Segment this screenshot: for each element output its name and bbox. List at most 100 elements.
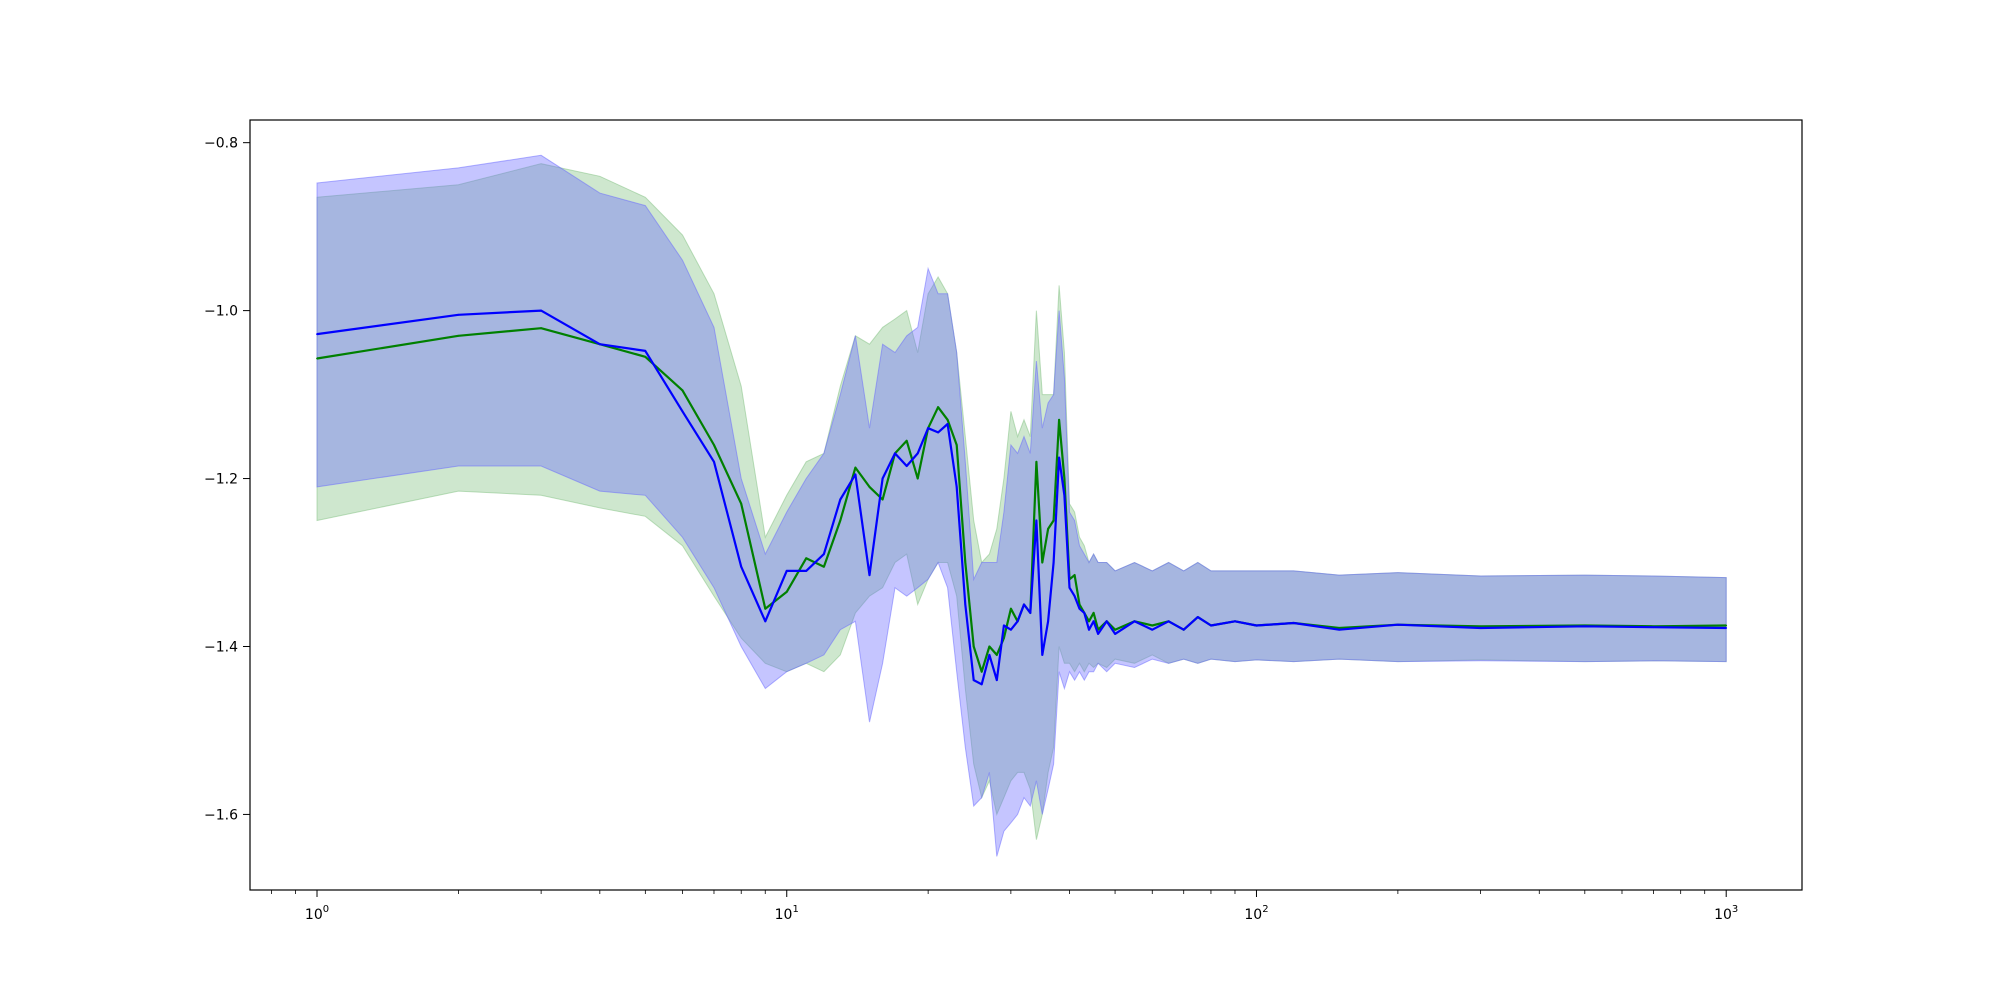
series-0-point <box>540 327 542 330</box>
series-0-point <box>868 486 871 488</box>
series-1-point <box>1151 628 1154 631</box>
series-1-point <box>964 603 967 606</box>
series-0-point <box>1041 561 1044 564</box>
series-1-point <box>1479 627 1482 629</box>
x-axis-ticks: 100 101 102 103 <box>271 890 1738 923</box>
series-1-point <box>1058 456 1060 459</box>
series-0-point <box>1010 607 1012 610</box>
series-0-point <box>681 389 684 392</box>
series-1-point <box>1047 620 1049 623</box>
series-1-point <box>1583 625 1586 628</box>
series-0-point <box>1114 628 1116 631</box>
y-tick-label: −1.2 <box>204 472 238 488</box>
series-1-point <box>1725 627 1728 629</box>
series-1-point <box>1167 620 1170 623</box>
series-0-point <box>955 444 958 446</box>
series-1-point <box>927 427 929 430</box>
series-0-point <box>1479 625 1482 628</box>
series-0-point <box>805 557 808 560</box>
series-1-point <box>972 679 975 681</box>
series-1-point <box>740 565 743 568</box>
series-1-point <box>1255 624 1258 627</box>
series-1-point <box>916 452 919 455</box>
series-1-point <box>946 423 949 425</box>
series-1-point <box>540 309 542 312</box>
series-1-point <box>681 410 684 413</box>
series-0-point <box>1052 519 1055 522</box>
series-1-point <box>955 486 958 488</box>
series-1-point <box>598 343 601 346</box>
series-1-point <box>1063 494 1066 497</box>
series-0-point <box>1003 637 1005 639</box>
series-0-point <box>1092 612 1095 614</box>
series-1-point <box>1292 622 1295 624</box>
x-tick-label: 101 <box>775 904 799 923</box>
series-1-point <box>1073 595 1076 597</box>
series-1-point <box>1234 620 1236 623</box>
series-1-point <box>881 477 884 480</box>
series-1-point <box>1016 620 1019 623</box>
series-0-point <box>988 645 991 648</box>
series-0-point <box>946 418 949 421</box>
series-1-point <box>1088 628 1090 631</box>
series-0-point <box>764 607 767 610</box>
series-1-point <box>1397 623 1399 626</box>
series-0-point <box>980 670 983 673</box>
y-tick-label: −1.0 <box>204 304 238 320</box>
series-1-point <box>1105 620 1108 623</box>
y-tick-label: −1.4 <box>204 639 238 655</box>
series-0-point <box>713 444 715 446</box>
series-1-point <box>894 452 896 455</box>
series-0-point <box>905 439 908 442</box>
y-tick-label: −1.6 <box>204 807 238 823</box>
series-1-point <box>1052 561 1055 564</box>
series-0-point <box>316 357 318 360</box>
series-1-point <box>1338 628 1341 631</box>
series-1-point <box>937 431 939 434</box>
series-1-point <box>1035 519 1038 522</box>
series-0-point <box>1047 528 1049 530</box>
series-1-point <box>1652 626 1655 629</box>
series-1-point <box>805 570 808 572</box>
series-1-point <box>457 313 460 316</box>
series-0-point <box>740 502 743 505</box>
series-1-point <box>1092 620 1095 623</box>
series-1-point <box>1078 607 1081 610</box>
series-0-point <box>839 519 842 522</box>
series-1-point <box>1114 633 1116 635</box>
series-0-point <box>937 406 939 409</box>
series-0-point <box>457 334 460 337</box>
series-1-point <box>1083 612 1086 614</box>
series-1-point <box>785 570 788 572</box>
series-1-point <box>980 683 983 686</box>
series-1-point <box>1182 628 1185 631</box>
series-1-point <box>1010 628 1012 631</box>
series-1-point <box>1196 616 1199 618</box>
series-0-point <box>1725 624 1728 627</box>
series-0-point <box>1151 624 1154 627</box>
y-tick-label: −0.8 <box>204 136 238 152</box>
series-1-point <box>988 654 991 656</box>
series-0-point <box>1058 418 1060 421</box>
series-0-point <box>995 654 998 656</box>
series-1-point <box>1003 624 1005 627</box>
series-0-point <box>1035 460 1038 463</box>
series-0-point <box>1073 574 1076 576</box>
series-1-point <box>764 620 767 623</box>
series-lines <box>316 309 1728 686</box>
band-series-1 <box>316 154 1727 857</box>
series-0-point <box>972 645 975 648</box>
plot-frame <box>249 119 1803 891</box>
series-1-point <box>1068 586 1071 589</box>
series-1-point <box>823 553 825 555</box>
series-0-point <box>854 466 857 469</box>
series-1-point <box>905 465 908 467</box>
series-1-point <box>644 350 647 352</box>
y-axis-ticks: −0.8 −1.0 −1.2 −1.4 −1.6 <box>204 136 250 823</box>
series-1-point <box>854 473 857 476</box>
x-tick-label: 100 <box>305 904 329 923</box>
series-1-point <box>1041 654 1044 656</box>
series-1-point <box>1210 624 1212 627</box>
x-tick-label: 103 <box>1714 904 1738 923</box>
